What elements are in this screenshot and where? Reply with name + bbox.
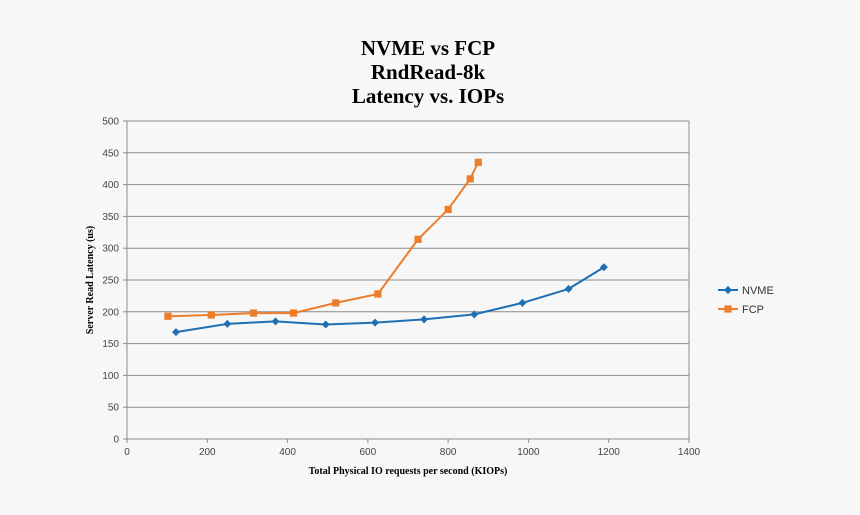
data-point-fcp — [164, 312, 172, 320]
x-tick-label: 200 — [199, 447, 216, 458]
legend: NVME FCP — [718, 285, 774, 316]
data-point-nvme — [470, 310, 479, 319]
y-tick-label: 50 — [108, 403, 120, 414]
x-tick-label: 0 — [124, 447, 130, 458]
data-point-nvme — [223, 319, 232, 328]
x-axis-title: Total Physical IO requests per second (K… — [309, 466, 508, 477]
series-fcp — [164, 158, 482, 320]
y-tick-labels: 0 50 100 150 200 250 300 350 400 450 500 — [102, 117, 119, 446]
y-tick-label: 200 — [102, 307, 119, 318]
series-line-nvme — [175, 266, 605, 334]
data-series — [164, 158, 608, 337]
chart-title-line-3: Latency vs. IOPs — [352, 84, 504, 108]
y-tick-label: 0 — [113, 435, 119, 446]
y-tick-label: 500 — [102, 117, 119, 128]
data-point-fcp — [466, 175, 474, 183]
x-tick-labels: 0 200 400 600 800 1000 1200 1400 — [124, 447, 700, 458]
y-axis-title: Server Read Latency (us) — [85, 226, 96, 334]
data-point-fcp — [332, 299, 340, 307]
x-tick-label: 1200 — [598, 447, 621, 458]
data-point-fcp — [249, 309, 258, 317]
x-tick-label: 1400 — [678, 447, 701, 458]
data-point-fcp — [474, 158, 482, 166]
chart-title: NVME vs FCP RndRead-8k Latency vs. IOPs — [352, 36, 504, 108]
data-point-fcp — [414, 235, 422, 243]
x-tick-label: 400 — [279, 447, 296, 458]
y-tick-label: 250 — [102, 276, 119, 287]
legend-label: NVME — [742, 285, 774, 297]
y-tick-label: 350 — [102, 212, 119, 223]
x-tick-label: 800 — [440, 447, 457, 458]
data-point-nvme — [518, 298, 527, 307]
data-point-fcp — [207, 311, 215, 319]
y-tick-label: 300 — [102, 244, 119, 255]
data-point-nvme — [420, 315, 429, 324]
legend-swatch-marker — [724, 305, 732, 313]
data-point-nvme — [321, 320, 330, 329]
y-tick-label: 450 — [102, 148, 119, 159]
x-tick-label: 600 — [360, 447, 377, 458]
data-point-nvme — [271, 317, 280, 326]
data-point-nvme — [564, 284, 573, 293]
x-tick-label: 1000 — [517, 447, 540, 458]
axes — [123, 120, 690, 443]
data-point-fcp — [289, 309, 298, 317]
data-point-nvme — [371, 318, 380, 327]
data-point-nvme — [171, 328, 180, 337]
chart-title-line-1: NVME vs FCP — [361, 36, 495, 60]
series-line-fcp — [167, 161, 480, 318]
y-tick-label: 400 — [102, 180, 119, 191]
legend-item-nvme: NVME — [718, 285, 774, 297]
data-point-fcp — [444, 205, 452, 214]
gridlines — [127, 120, 689, 408]
y-tick-label: 150 — [102, 339, 119, 350]
y-tick-label: 100 — [102, 371, 119, 382]
chart-title-line-2: RndRead-8k — [371, 60, 486, 84]
series-nvme — [171, 263, 608, 337]
data-point-fcp — [374, 290, 382, 298]
data-point-nvme — [599, 263, 608, 272]
legend-item-fcp: FCP — [718, 304, 764, 316]
legend-label: FCP — [742, 304, 764, 316]
legend-swatch-marker — [724, 286, 732, 294]
